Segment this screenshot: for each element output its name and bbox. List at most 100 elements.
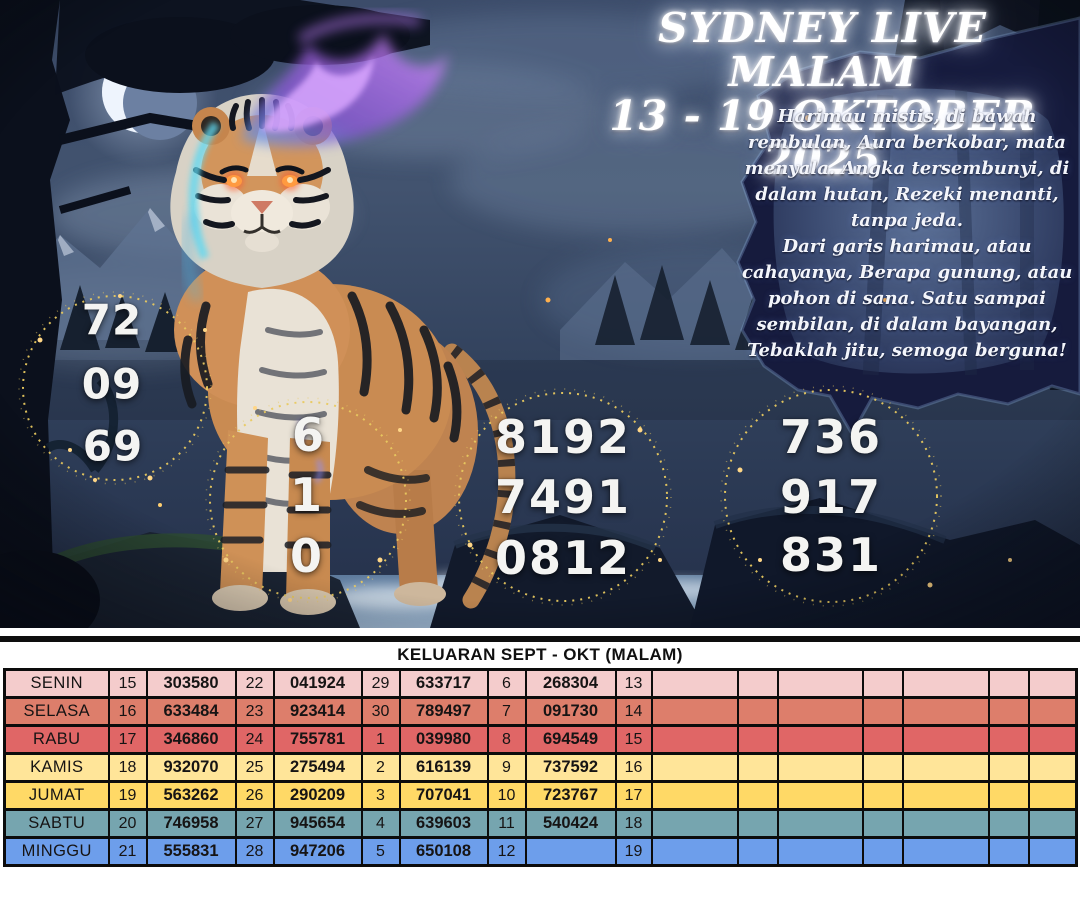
index-cell: 11 [486, 808, 527, 839]
result-cell: 947206 [272, 836, 363, 867]
index-cell: 15 [107, 668, 148, 699]
result-cell [650, 724, 739, 755]
index-cell [987, 724, 1030, 755]
index-cell: 2 [360, 752, 401, 783]
poem-line: rembulan, Aura berkobar, mata [748, 132, 1066, 153]
result-cell [901, 752, 990, 783]
result-cell [901, 668, 990, 699]
result-cell: 923414 [272, 696, 363, 727]
result-cell: 639603 [398, 808, 489, 839]
table-title: KELUARAN SEPT - OKT (MALAM) [397, 645, 683, 664]
index-cell: 18 [614, 808, 653, 839]
result-cell: 290209 [272, 780, 363, 811]
poem-line: dalam hutan, Rezeki menanti, [755, 184, 1059, 205]
index-cell: 12 [486, 836, 527, 867]
result-cell [901, 808, 990, 839]
index-cell: 14 [614, 696, 653, 727]
result-cell [901, 780, 990, 811]
result-cell [1027, 836, 1078, 867]
index-cell: 22 [234, 668, 275, 699]
result-cell [776, 752, 864, 783]
index-cell: 7 [486, 696, 527, 727]
prediction-number: 0 [289, 529, 325, 583]
result-cell: 650108 [398, 836, 489, 867]
result-cell: 633717 [398, 668, 489, 699]
prediction-number: 831 [779, 528, 883, 582]
result-cell: 746958 [145, 808, 237, 839]
index-cell: 8 [486, 724, 527, 755]
banner-title-line2: 13 - 19 OKTOBER 2025 [609, 92, 1036, 184]
table-row-sabtu: SABTU 20 746958 27 945654 4 639603 11 540424 18 [3, 808, 1078, 839]
result-cell [776, 780, 864, 811]
result-cell [1027, 696, 1078, 727]
result-cell [776, 808, 864, 839]
day-cell: SELASA [3, 696, 110, 727]
tiger-night-scene: SYDNEY LIVE MALAM 13 - 19 OKTOBER 2025 H… [0, 0, 1080, 628]
index-cell [987, 668, 1030, 699]
index-cell: 9 [486, 752, 527, 783]
index-cell: 28 [234, 836, 275, 867]
index-cell [736, 808, 779, 839]
index-cell: 6 [486, 668, 527, 699]
index-cell: 24 [234, 724, 275, 755]
index-cell: 27 [234, 808, 275, 839]
index-cell: 1 [360, 724, 401, 755]
result-cell: 303580 [145, 668, 237, 699]
table-row-minggu: MINGGU 21 555831 28 947206 5 650108 12 19 [3, 836, 1078, 867]
result-cell: 275494 [272, 752, 363, 783]
index-cell: 19 [614, 836, 653, 867]
result-cell [650, 780, 739, 811]
result-cell [1027, 808, 1078, 839]
day-cell: JUMAT [3, 780, 110, 811]
index-cell: 17 [107, 724, 148, 755]
result-cell [650, 668, 739, 699]
index-cell [861, 780, 904, 811]
index-cell: 4 [360, 808, 401, 839]
prediction-number: 8192 [494, 410, 632, 464]
result-cell [650, 752, 739, 783]
result-cell [776, 836, 864, 867]
index-cell [736, 752, 779, 783]
result-cell: 694549 [524, 724, 617, 755]
index-cell: 20 [107, 808, 148, 839]
index-cell [736, 724, 779, 755]
result-cell: 616139 [398, 752, 489, 783]
separator-bar [0, 636, 1080, 642]
index-cell: 15 [614, 724, 653, 755]
keluaran-table: SENIN 15 303580 22 041924 29 633717 6 268304 13 SE… [3, 668, 1078, 867]
result-cell: 346860 [145, 724, 237, 755]
index-cell [861, 808, 904, 839]
table-row-senin: SENIN 15 303580 22 041924 29 633717 6 268304 13 [3, 668, 1078, 699]
result-cell: 091730 [524, 696, 617, 727]
day-cell: RABU [3, 724, 110, 755]
index-cell: 18 [107, 752, 148, 783]
result-cell [1027, 752, 1078, 783]
index-cell: 10 [486, 780, 527, 811]
prediction-number: 917 [779, 470, 883, 524]
prediction-number: 6 [291, 408, 327, 462]
index-cell: 16 [614, 752, 653, 783]
result-cell: 723767 [524, 780, 617, 811]
result-cell: 755781 [272, 724, 363, 755]
result-cell: 707041 [398, 780, 489, 811]
banner-title-line1: SYDNEY LIVE MALAM [658, 4, 987, 96]
result-cell [1027, 724, 1078, 755]
poem-line: Dari garis harimau, atau [782, 236, 1032, 257]
banner-title: SYDNEY LIVE MALAM 13 - 19 OKTOBER 2025 [570, 6, 1075, 182]
result-cell: 737592 [524, 752, 617, 783]
index-cell: 5 [360, 836, 401, 867]
result-cell: 268304 [524, 668, 617, 699]
day-cell: SABTU [3, 808, 110, 839]
index-cell [987, 780, 1030, 811]
result-cell [901, 724, 990, 755]
result-cell [901, 836, 990, 867]
prediction-number: 72 [81, 295, 143, 345]
index-cell [861, 724, 904, 755]
poem-line: tanpa jeda. [850, 210, 964, 231]
result-cell: 563262 [145, 780, 237, 811]
index-cell [987, 696, 1030, 727]
poem-line: menyala. Angka tersembunyi, di [744, 158, 1070, 179]
index-cell [736, 668, 779, 699]
result-cell [1027, 668, 1078, 699]
